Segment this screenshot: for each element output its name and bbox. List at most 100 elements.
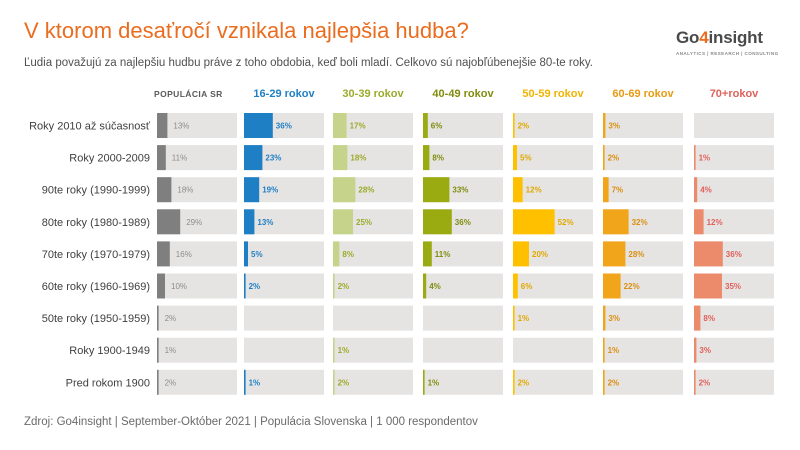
bar <box>157 241 170 267</box>
data-label: 3% <box>699 346 711 355</box>
bar <box>603 305 606 331</box>
data-label: 19% <box>262 186 278 195</box>
page-title: V ktorom desaťročí vznikala najlepšia hu… <box>24 18 469 43</box>
bar <box>603 273 621 299</box>
bar-background <box>157 241 237 267</box>
data-label: 25% <box>356 218 372 227</box>
bar <box>333 241 340 267</box>
data-label: 13% <box>173 122 189 131</box>
data-label: 6% <box>521 282 533 291</box>
bar <box>423 369 425 395</box>
bar-background <box>513 145 593 171</box>
bar-background <box>694 369 774 395</box>
bar <box>603 337 605 363</box>
bar-background <box>423 337 503 363</box>
bar <box>694 241 723 267</box>
bar <box>333 369 335 395</box>
data-label: 3% <box>608 314 620 323</box>
bar <box>694 369 696 395</box>
bar <box>157 113 168 138</box>
data-label: 36% <box>726 250 742 259</box>
bar <box>513 145 517 171</box>
data-label: 36% <box>276 122 292 131</box>
data-label: 28% <box>358 186 374 195</box>
data-label: 7% <box>612 186 624 195</box>
data-label: 5% <box>251 250 263 259</box>
bar <box>244 177 260 203</box>
bar-background <box>603 337 683 363</box>
bar <box>513 305 515 331</box>
data-label: 2% <box>608 378 620 387</box>
logo-text-go: Go <box>676 28 700 47</box>
bar-background <box>513 337 593 363</box>
bar <box>694 145 696 171</box>
bar <box>694 273 722 299</box>
bar <box>603 177 609 203</box>
category-label: Roky 2010 až súčasnosť <box>29 121 151 133</box>
data-label: 8% <box>432 154 444 163</box>
source-note: Zdroj: Go4insight | September-Október 20… <box>24 416 478 428</box>
bar <box>513 209 555 235</box>
bar-background <box>694 113 774 138</box>
bar <box>694 337 697 363</box>
data-label: 2% <box>608 154 620 163</box>
logo-text-insight: insight <box>708 28 763 47</box>
bar <box>603 369 605 395</box>
data-label: 11% <box>172 154 187 163</box>
bar <box>244 145 263 171</box>
bar <box>157 305 159 331</box>
bar <box>244 241 248 267</box>
bar <box>157 177 172 203</box>
data-label: 2% <box>165 378 177 387</box>
logo-tagline: ANALYTICS | RESEARCH | CONSULTING <box>676 51 779 56</box>
data-label: 2% <box>165 314 177 323</box>
bar-background <box>603 113 683 138</box>
bar-background <box>157 305 237 331</box>
bar <box>333 113 347 138</box>
bar-background <box>423 273 503 299</box>
data-label: 12% <box>707 218 723 227</box>
data-label: 35% <box>725 282 741 291</box>
data-label: 2% <box>699 378 711 387</box>
bar-background <box>333 305 413 331</box>
bar-background <box>333 337 413 363</box>
data-label: 18% <box>177 186 193 195</box>
bar <box>244 273 246 299</box>
bar-background <box>157 273 237 299</box>
category-label: 90te roky (1990-1999) <box>42 185 150 197</box>
bar-background <box>603 305 683 331</box>
bar <box>694 305 701 331</box>
logo-text-four: 4 <box>699 28 709 47</box>
data-label: 11% <box>435 250 451 259</box>
bar-background <box>423 241 503 267</box>
bar-background <box>513 305 593 331</box>
bar <box>603 241 626 267</box>
series-header: POPULÁCIA SR <box>154 89 223 99</box>
bar <box>423 209 452 235</box>
series-header: 40-49 rokov <box>432 88 494 100</box>
bar-background <box>423 305 503 331</box>
company-logo: Go4insight ANALYTICS | RESEARCH | CONSUL… <box>676 28 779 60</box>
data-label: 17% <box>350 122 366 131</box>
bar <box>423 145 430 171</box>
category-label: Roky 2000-2009 <box>69 153 150 165</box>
data-label: 1% <box>518 314 530 323</box>
bar-background <box>603 177 683 203</box>
bar <box>157 145 166 171</box>
bar <box>423 113 428 138</box>
bar <box>244 209 255 235</box>
bar <box>244 113 273 138</box>
bar-background <box>157 369 237 395</box>
bar-background <box>244 305 324 331</box>
bar-background <box>244 241 324 267</box>
bar <box>513 113 515 138</box>
bar-background <box>333 241 413 267</box>
bar <box>157 369 159 395</box>
data-label: 22% <box>624 282 640 291</box>
data-label: 52% <box>558 218 574 227</box>
bar-background <box>423 113 503 138</box>
category-label: Roky 1900-1949 <box>69 345 150 357</box>
bar <box>157 209 181 235</box>
page-subtitle: Ľudia považujú za najlepšiu hudbu práve … <box>24 57 593 69</box>
